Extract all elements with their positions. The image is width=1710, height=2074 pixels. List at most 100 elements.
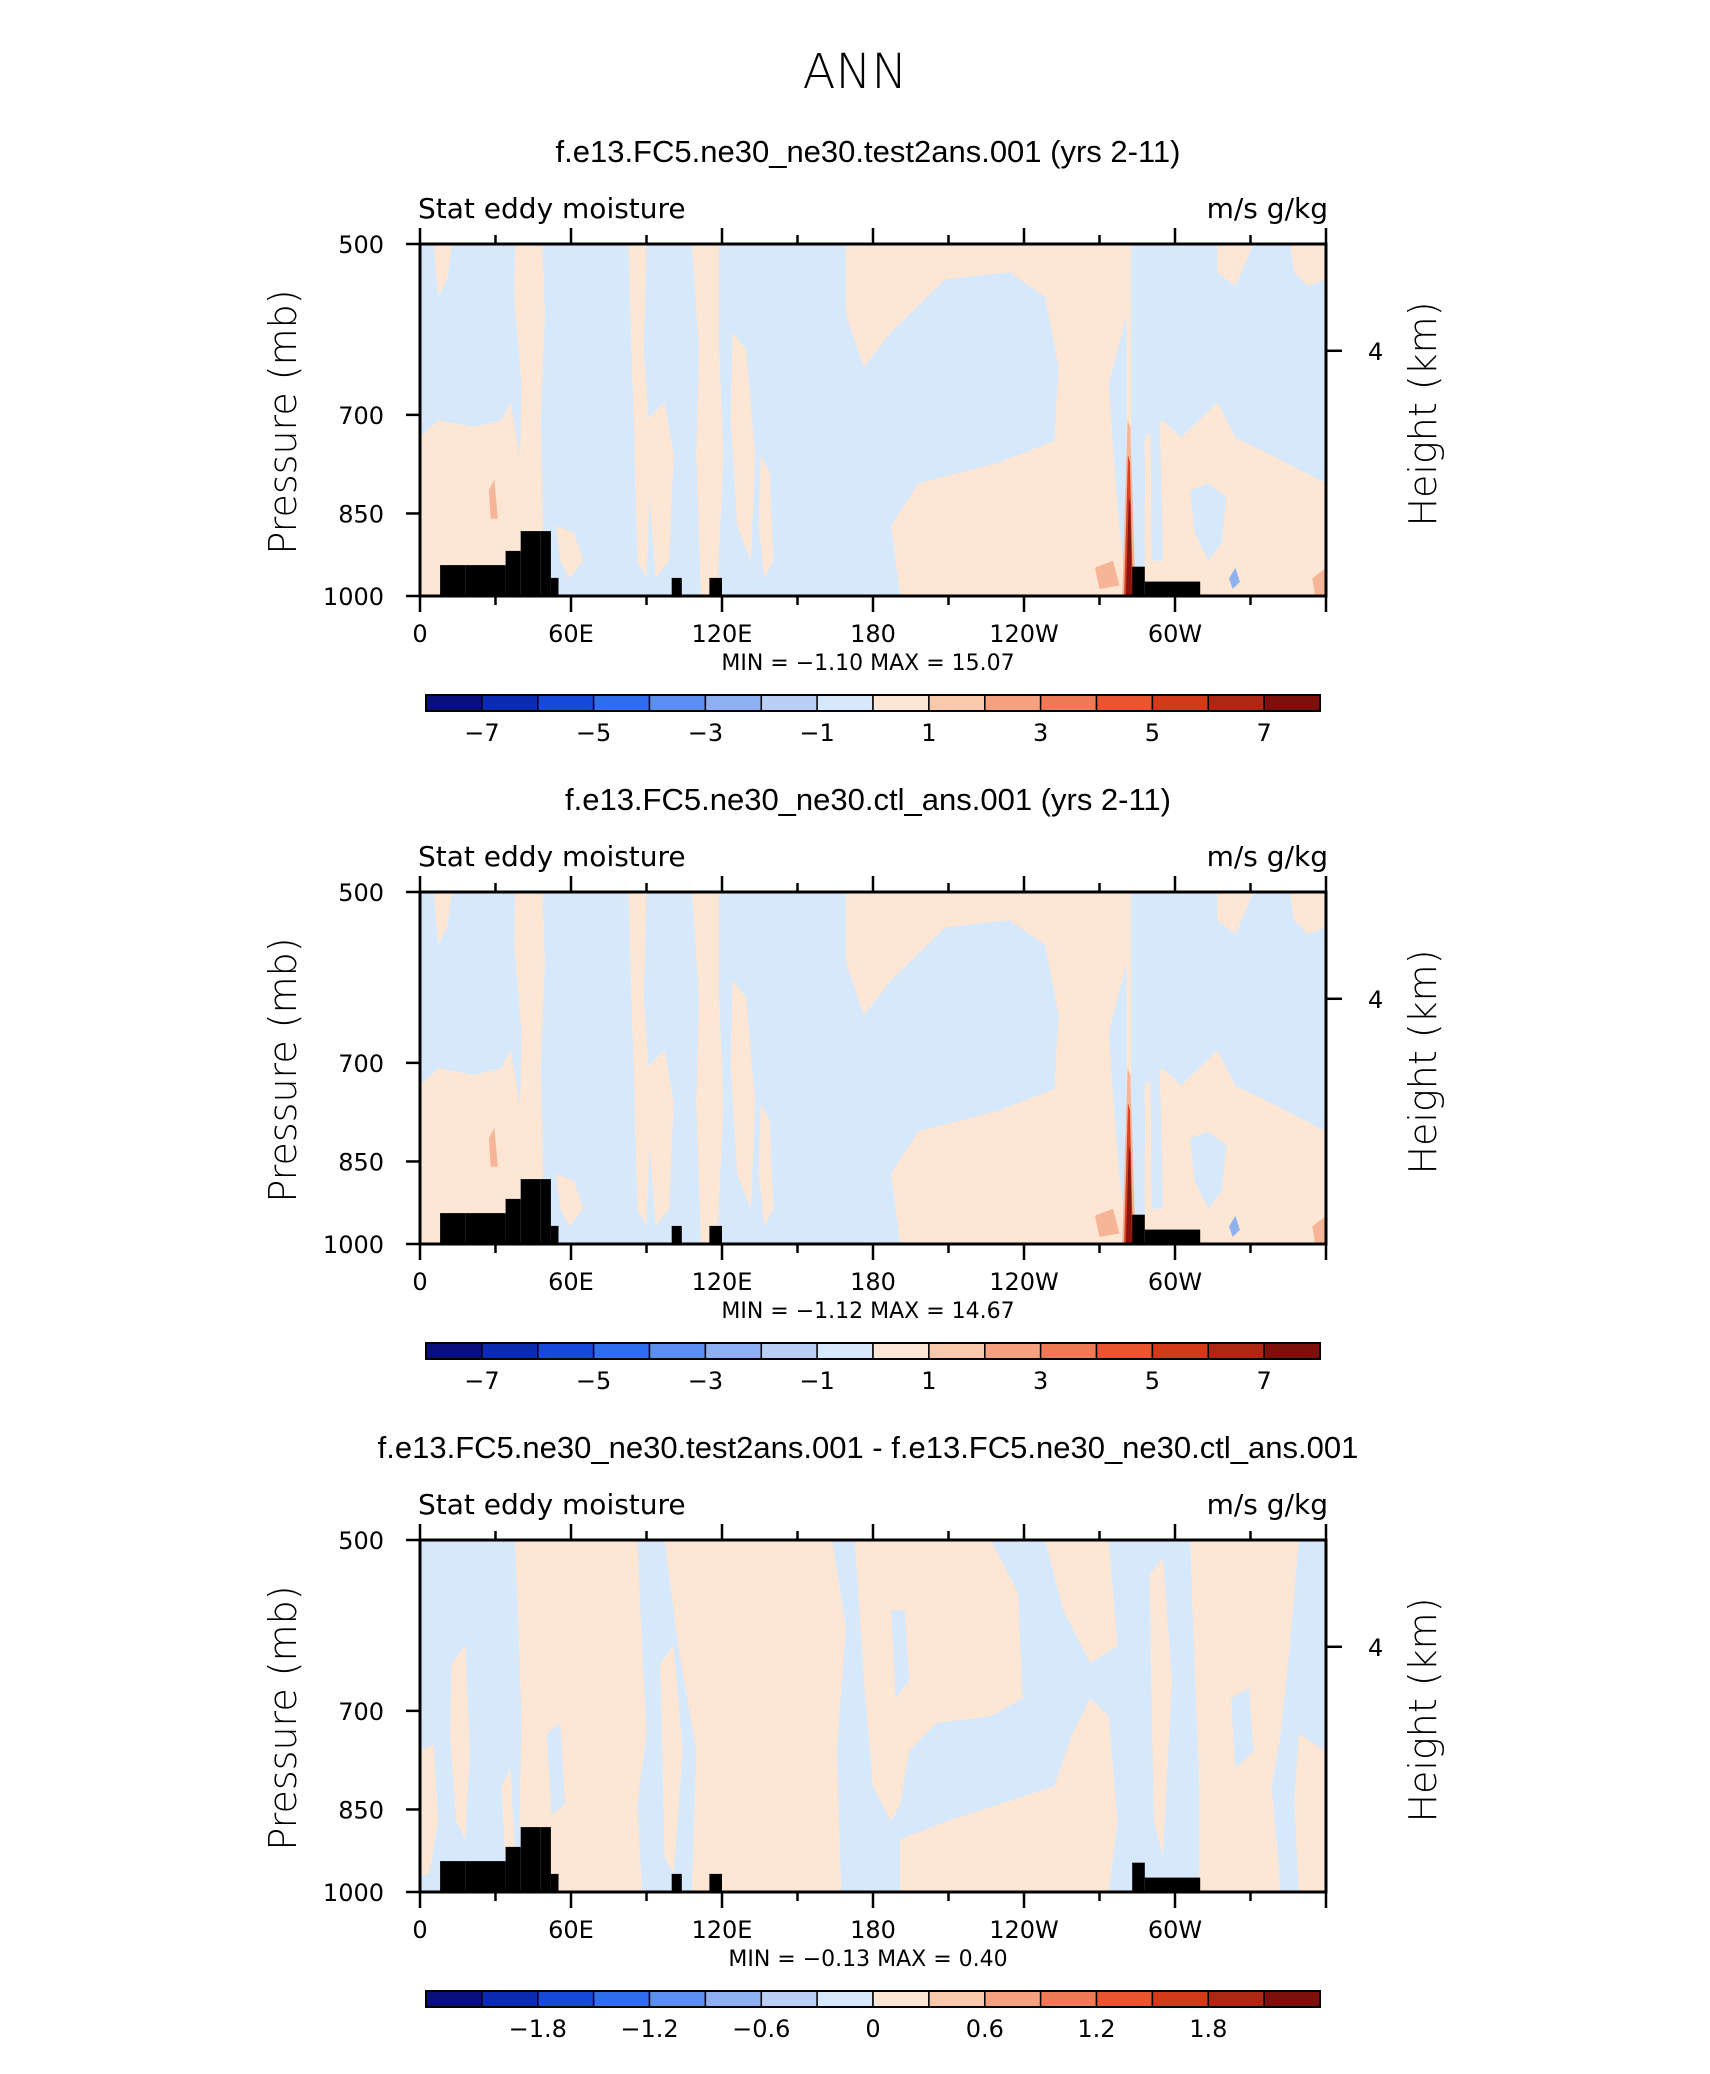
min-max-label: MIN = −0.13 MAX = 0.40 [728,1947,1007,1972]
colorbar-box [537,1342,595,1360]
colorbar-label: 7 [1256,1367,1271,1395]
negative-spot [1229,567,1240,589]
topography-mask [1132,1214,1145,1244]
positive-region [845,244,1127,596]
colorbar-label: −1.8 [509,2015,567,2043]
negative-region [891,1610,910,1699]
negative-region [1190,1131,1227,1209]
positive-region [433,244,452,297]
colorbar-box [1151,694,1210,712]
colorbar-frame [425,694,1321,712]
topography-mask [465,1213,506,1244]
x-tick-label: 120E [692,1916,753,1944]
colorbar-label: 3 [1033,1367,1048,1395]
colorbar-box [984,694,1042,712]
left-string: Stat eddy moisture [418,192,686,225]
topography-mask [671,1873,682,1892]
positive-region [646,402,674,579]
negative-region [1190,483,1227,561]
units-string: m/s g/kg [1207,192,1328,225]
x-tick-label: 120E [692,620,753,648]
panels: f.e13.FC5.ne30_ne30.test2ans.001 (yrs 2-… [261,134,1445,2043]
colorbar-box [1263,1342,1321,1360]
topography-mask [550,1225,559,1244]
height-tick-label: 4 [1368,338,1383,366]
colorbar-box [1095,1990,1154,2008]
colorbar-box [984,1990,1042,2008]
maximum-spike [1125,1145,1133,1244]
y-tick-label: 1000 [323,1879,384,1907]
colorbar-label: −3 [688,1367,723,1395]
positive-region [845,892,1127,1244]
left-string: Stat eddy moisture [418,1488,686,1521]
y-tick-label: 500 [338,1527,384,1555]
x-tick-label: 120W [989,620,1059,648]
y-axis-right-title: Height (km) [1401,949,1445,1174]
y-tick-label: 850 [338,1796,384,1824]
colorbar-box [481,694,539,712]
topography-mask [440,1213,466,1244]
topography-mask [709,1225,722,1244]
x-tick-label: 60W [1148,1268,1202,1296]
colorbar-box [481,1990,539,2008]
colorbar-box [1151,1342,1210,1360]
positive-region [900,1698,1118,1892]
x-tick-label: 180 [850,1916,896,1944]
colorbar-label: 1 [921,719,936,747]
negative-region [546,1723,565,1815]
colorbar-label: −7 [464,1367,499,1395]
colorbar-frame [425,1342,1321,1360]
y-axis-right-title: Height (km) [1401,1597,1445,1822]
x-tick-label: 60W [1148,1916,1202,1944]
negative-region [1230,1687,1254,1769]
y-tick-label: 1000 [323,1231,384,1259]
positive-region [555,525,584,579]
figure-title: ANN [803,44,908,100]
y-tick-label: 850 [338,500,384,528]
positive-region [758,455,774,579]
colorbar-box [537,694,595,712]
negative-region [1149,997,1163,1209]
y-tick-label: 500 [338,879,384,907]
min-max-label: MIN = −1.10 MAX = 15.07 [721,651,1014,676]
y-axis-title: Pressure (mb) [261,937,305,1202]
colorbar-box [816,694,874,712]
colorbar-label: −7 [464,719,499,747]
colorbar-box [425,1990,483,2008]
colorbar-box [1095,694,1154,712]
positive-region [420,1050,529,1244]
x-tick-label: 120W [989,1916,1059,1944]
min-max-label: MIN = −1.12 MAX = 14.67 [721,1299,1014,1324]
positive-region [691,892,724,1244]
positive-region [1217,892,1254,935]
colorbar-label: 1.8 [1189,2015,1227,2043]
positive-region [664,1540,846,1892]
colorbar-box [816,1990,874,2008]
topography-mask [1144,1229,1201,1244]
colorbar-box [481,1342,539,1360]
colorbar-box [1095,1342,1154,1360]
positive-region [1294,1733,1326,1892]
topography-mask [1132,566,1145,596]
topography-mask [520,531,541,596]
positive-spot [488,1127,498,1167]
colorbar-box [872,1990,930,2008]
x-tick-label: 60E [548,1916,594,1944]
colorbar-box [1207,694,1265,712]
colorbar-box [816,1342,874,1360]
colorbar: −7 −5 −3 −1 1 3 5 7 [425,1342,1321,1395]
colorbar-label: −5 [576,719,611,747]
colorbar-box [648,694,707,712]
colorbar-box [760,694,818,712]
positive-region [1149,1557,1172,1857]
units-string: m/s g/kg [1207,1488,1328,1521]
colorbar-box [537,1990,595,2008]
colorbar-box [425,1342,483,1360]
colorbar-label: 5 [1145,1367,1160,1395]
colorbar-box [872,694,930,712]
panel-title: f.e13.FC5.ne30_ne30.ctl_ans.001 (yrs 2-1… [565,782,1171,817]
colorbar-box [1263,694,1321,712]
positive-region [758,1103,774,1227]
colorbar-box [425,694,483,712]
x-tick-label: 60W [1148,620,1202,648]
